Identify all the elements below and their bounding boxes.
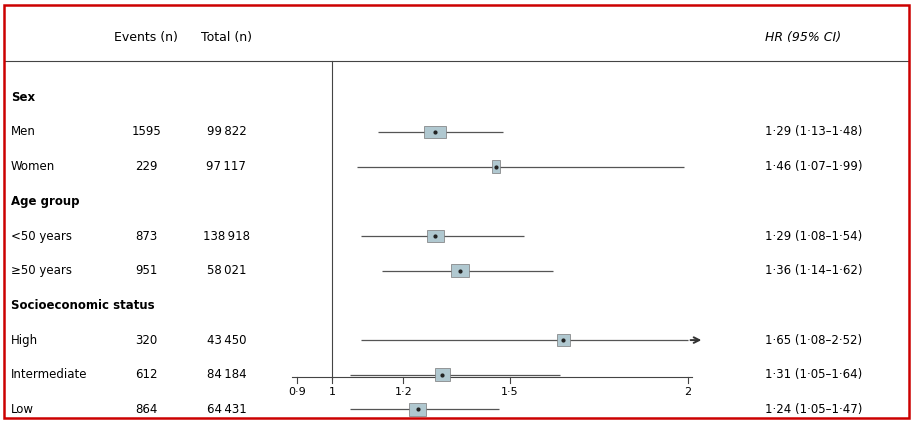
Text: ≥50 years: ≥50 years	[11, 264, 72, 277]
Bar	[557, 334, 570, 346]
Text: HR (95% CI): HR (95% CI)	[765, 31, 841, 44]
Text: 1: 1	[329, 387, 336, 397]
Text: 1·46 (1·07–1·99): 1·46 (1·07–1·99)	[765, 160, 863, 173]
Text: 320: 320	[135, 334, 157, 346]
Text: Men: Men	[11, 126, 36, 138]
Text: 1·36 (1·14–1·62): 1·36 (1·14–1·62)	[765, 264, 863, 277]
Bar	[409, 403, 426, 416]
Text: Women: Women	[11, 160, 55, 173]
Text: 1·31 (1·05–1·64): 1·31 (1·05–1·64)	[765, 368, 863, 381]
Text: Events (n): Events (n)	[114, 31, 178, 44]
Text: 1·24 (1·05–1·47): 1·24 (1·05–1·47)	[765, 403, 863, 416]
Text: Age group: Age group	[11, 195, 79, 208]
Bar	[425, 126, 446, 138]
Text: Total (n): Total (n)	[201, 31, 252, 44]
Text: 97 117: 97 117	[206, 160, 247, 173]
Bar	[426, 230, 444, 242]
Text: 84 184: 84 184	[206, 368, 247, 381]
Text: 43 450: 43 450	[206, 334, 247, 346]
Text: <50 years: <50 years	[11, 230, 72, 242]
Text: 99 822: 99 822	[206, 126, 247, 138]
Text: High: High	[11, 334, 38, 346]
Text: 0·9: 0·9	[288, 387, 306, 397]
Text: 612: 612	[135, 368, 157, 381]
Bar	[435, 368, 450, 381]
Text: 58 021: 58 021	[206, 264, 247, 277]
Bar	[451, 264, 469, 277]
Text: Socioeconomic status: Socioeconomic status	[11, 299, 154, 312]
Text: 1·2: 1·2	[394, 387, 413, 397]
Text: Sex: Sex	[11, 91, 35, 104]
Text: 1·5: 1·5	[501, 387, 519, 397]
Text: 1595: 1595	[131, 126, 161, 138]
Text: 1·29 (1·13–1·48): 1·29 (1·13–1·48)	[765, 126, 863, 138]
Text: Low: Low	[11, 403, 34, 416]
Text: 64 431: 64 431	[206, 403, 247, 416]
Text: Intermediate: Intermediate	[11, 368, 88, 381]
Bar	[492, 160, 500, 173]
Text: 2: 2	[684, 387, 691, 397]
Text: 864: 864	[135, 403, 157, 416]
Text: 951: 951	[135, 264, 157, 277]
Text: 138 918: 138 918	[203, 230, 250, 242]
Text: 1·29 (1·08–1·54): 1·29 (1·08–1·54)	[765, 230, 863, 242]
Text: 229: 229	[135, 160, 157, 173]
Text: 1·65 (1·08–2·52): 1·65 (1·08–2·52)	[765, 334, 862, 346]
Text: 873: 873	[135, 230, 157, 242]
